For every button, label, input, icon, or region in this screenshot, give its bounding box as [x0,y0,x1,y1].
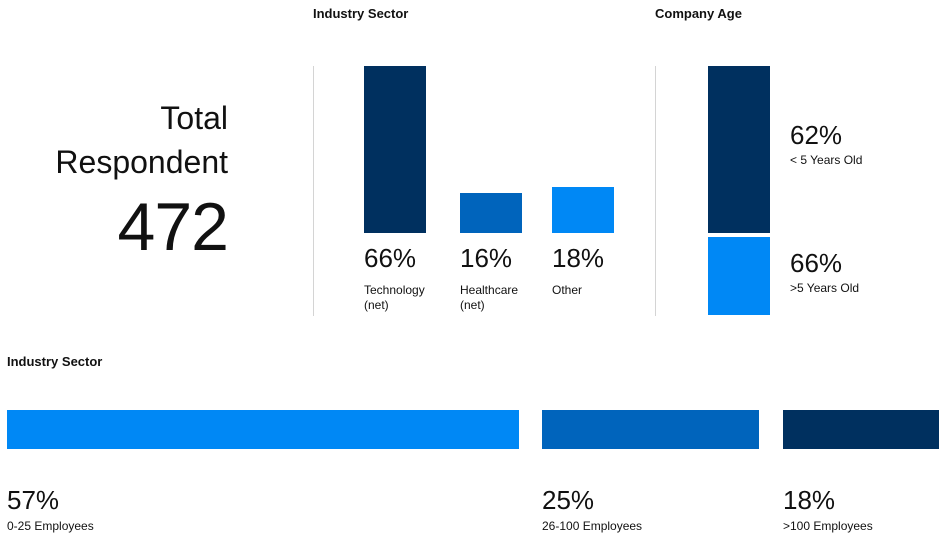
industry-value-label: 66% [364,243,417,273]
divider-left [313,66,314,316]
company-age-bar-over5 [708,237,770,315]
employee-category-label: >100 Employees [783,519,873,533]
industry-sector-title: Industry Sector [313,6,409,21]
industry-bar [552,187,614,233]
employee-bar [542,410,759,449]
company-age-title: Company Age [655,6,742,21]
company-age-bar-under5 [708,66,770,233]
industry-category-label: Healthcare [460,283,519,297]
employee-category-label: 0-25 Employees [7,519,94,533]
employee-size-title: Industry Sector [7,354,103,369]
company-age-label-over5: >5 Years Old [790,281,860,295]
divider-right [655,66,656,316]
employee-value-label: 18% [783,485,836,515]
company-age-label-under5: < 5 Years Old [790,153,863,167]
industry-category-label-sub: (net) [460,298,485,312]
employee-bar [783,410,939,449]
industry-value-label: 16% [460,243,513,273]
employee-value-label: 57% [7,485,60,515]
company-age-value-over5: 66% [790,248,843,278]
employee-category-label: 26-100 Employees [542,519,643,533]
employee-value-label: 25% [542,485,595,515]
industry-value-label: 18% [552,243,605,273]
industry-category-label: Technology [364,283,425,297]
total-value: 472 [117,189,229,265]
industry-category-label: Other [552,283,583,297]
employee-bar [7,410,519,449]
industry-bar [460,193,522,233]
company-age-value-under5: 62% [790,120,843,150]
total-label-line1: Total [160,100,228,136]
industry-category-label-sub: (net) [364,298,389,312]
total-label-line2: Respondent [55,144,228,180]
industry-bar [364,66,426,233]
